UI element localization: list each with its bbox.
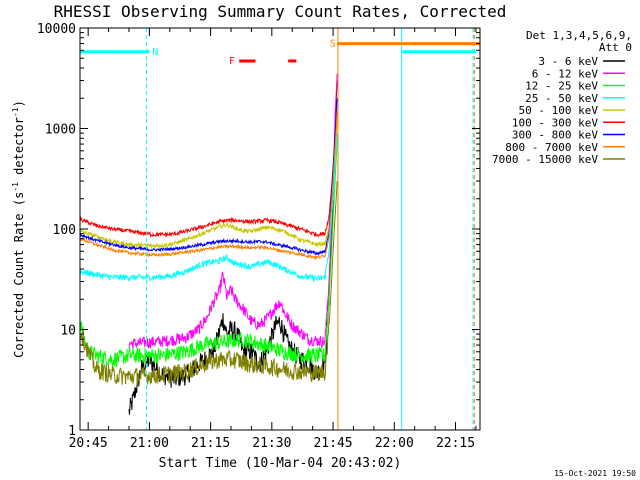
x-tick-label-1: 21:00 bbox=[130, 436, 169, 451]
flag-n-label: N bbox=[152, 47, 158, 58]
flag-f-label: F bbox=[229, 56, 235, 67]
y-tick-label-0: 10000 bbox=[37, 22, 76, 37]
legend-label-0: 3 - 6 keV bbox=[538, 55, 598, 68]
y-axis-label: Corrected Count Rate (s-1 detector-1) bbox=[11, 100, 26, 358]
series-line-6 bbox=[79, 98, 338, 257]
series-line-5 bbox=[79, 110, 338, 238]
series-line-1 bbox=[128, 73, 338, 350]
legend-label-7: 800 - 7000 keV bbox=[505, 141, 598, 154]
legend-label-4: 50 - 100 keV bbox=[519, 104, 599, 117]
x-tick-label-2: 21:15 bbox=[191, 436, 230, 451]
legend-label-2: 12 - 25 keV bbox=[525, 80, 598, 93]
series-line-7 bbox=[79, 110, 338, 261]
y-axis-label-end: ) bbox=[12, 100, 26, 107]
tick-layer: 20:45 21:00 21:15 21:30 21:45 22:00 22:15 10000… bbox=[37, 22, 480, 451]
y-axis-label-main: Corrected Count Rate (s bbox=[12, 192, 26, 358]
timestamp: 15-Oct-2021 19:50 bbox=[554, 469, 636, 478]
flag-s-label: S bbox=[330, 39, 336, 50]
series-line-4 bbox=[79, 120, 338, 249]
x-tick-label-5: 22:00 bbox=[375, 436, 414, 451]
y-axis-label-sup-1: -1 bbox=[11, 182, 20, 192]
series-line-8 bbox=[79, 180, 338, 387]
x-tick-label-3: 21:30 bbox=[252, 436, 291, 451]
chart-title: RHESSI Observing Summary Count Rates, Co… bbox=[54, 2, 507, 21]
x-tick-label-4: 21:45 bbox=[313, 436, 352, 451]
x-axis-label: Start Time (10-Mar-04 20:43:02) bbox=[159, 456, 402, 471]
x-tick-label-0: 20:45 bbox=[69, 436, 108, 451]
x-tick-label-6: 22:15 bbox=[436, 436, 475, 451]
legend-label-1: 6 - 12 keV bbox=[532, 67, 599, 80]
y-axis-label-mid: detector bbox=[12, 117, 26, 182]
series-layer bbox=[79, 73, 338, 415]
legend-label-8: 7000 - 15000 keV bbox=[492, 153, 598, 166]
y-tick-label-4: 1 bbox=[68, 424, 76, 439]
legend-label-6: 300 - 800 keV bbox=[512, 129, 598, 142]
legend-label-3: 25 - 50 keV bbox=[525, 92, 598, 105]
legend-label-5: 100 - 300 keV bbox=[512, 116, 598, 129]
y-tick-label-1: 1000 bbox=[45, 123, 76, 138]
series-line-3 bbox=[79, 133, 338, 283]
legend-detector-line-2: Att 0 bbox=[599, 41, 632, 54]
y-axis-label-sup-2: -1 bbox=[11, 107, 20, 117]
legend-detector-line-1: Det 1,3,4,5,6,9, bbox=[526, 29, 632, 42]
y-tick-label-3: 10 bbox=[60, 324, 76, 339]
series-line-2 bbox=[79, 138, 338, 368]
y-tick-label-2: 100 bbox=[53, 223, 76, 238]
